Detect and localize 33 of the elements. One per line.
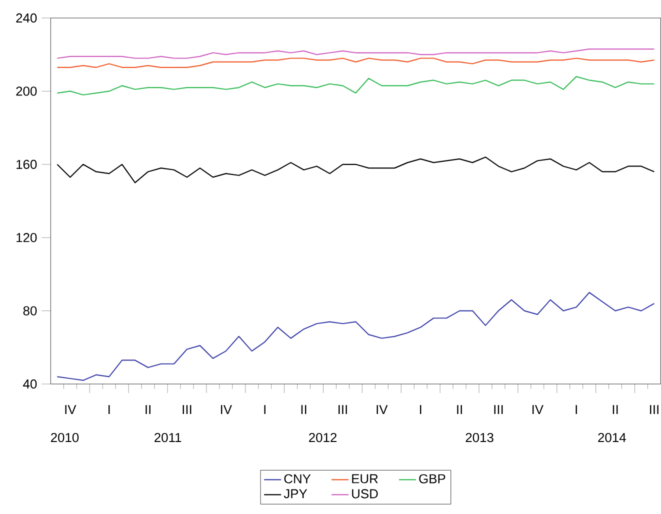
x-tick-label: IV <box>532 405 544 414</box>
legend-label: JPY <box>284 489 308 498</box>
text: 2012 <box>309 432 337 442</box>
text: 2010 <box>50 432 79 442</box>
text: 2013 <box>466 432 494 442</box>
x-tick-label: I <box>420 405 422 414</box>
line-series <box>56 292 655 381</box>
y-tick-label: 160 <box>16 160 37 169</box>
x-tick-label: III <box>182 405 192 414</box>
x-tick-label: I <box>264 405 266 414</box>
legend-label: CNY <box>284 474 311 484</box>
x-tick-label: IV <box>65 405 76 414</box>
y-tick-label: 80 <box>23 306 37 316</box>
text: 2011 <box>154 432 182 442</box>
x-tick-label: II <box>457 405 462 414</box>
legend-label: GBP <box>419 474 446 484</box>
x-tick-label: III <box>338 405 347 414</box>
x-tick-label: III <box>494 405 503 414</box>
x-tick-label: I <box>576 405 577 414</box>
x-tick-label: II <box>612 405 618 414</box>
legend-label: USD <box>352 489 378 498</box>
x-tick-label: IV <box>376 405 388 414</box>
text: 2014 <box>598 432 626 442</box>
x-tick-label: IV <box>221 405 232 414</box>
y-tick-label: 240 <box>16 13 37 23</box>
x-tick-label: I <box>108 405 110 414</box>
legend-label: EUR <box>352 474 378 484</box>
y-tick-label: 200 <box>16 86 37 96</box>
y-tick-label: 120 <box>16 233 37 242</box>
x-tick-label: III <box>650 405 658 414</box>
x-tick-label: II <box>301 405 306 414</box>
y-tick-label: 40 <box>23 379 37 389</box>
x-tick-label: II <box>146 405 150 414</box>
